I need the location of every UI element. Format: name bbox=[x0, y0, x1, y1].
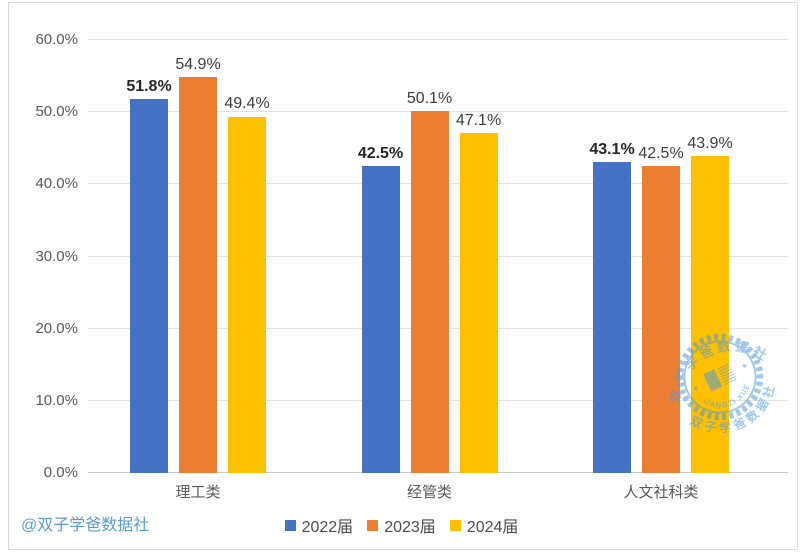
value-label-2023届-人文社科类: 42.5% bbox=[638, 145, 684, 163]
legend-item-2022届: 2022届 bbox=[284, 513, 354, 537]
gridline-60 bbox=[88, 39, 788, 40]
watermark-handle: @双子学爸数据社 bbox=[21, 517, 150, 534]
legend-swatch-icon bbox=[449, 519, 461, 531]
value-label-2024届-人文社科类: 43.9% bbox=[687, 135, 733, 153]
value-label-2024届-经管类: 47.1% bbox=[455, 112, 502, 130]
bar-2023届-人文社科类 bbox=[642, 166, 680, 473]
value-label-2023届-经管类: 50.1% bbox=[406, 90, 453, 108]
category-label-理工类: 理工类 bbox=[175, 484, 221, 501]
value-label-2022届-理工类: 51.8% bbox=[126, 78, 172, 96]
legend-swatch-icon bbox=[367, 519, 379, 531]
bar-2024届-人文社科类 bbox=[691, 156, 729, 473]
bar-2022届-人文社科类 bbox=[593, 161, 631, 473]
bar-2023届-经管类 bbox=[410, 111, 449, 473]
y-axis-tick-label: 30.0% bbox=[35, 247, 78, 265]
bar-2023届-理工类 bbox=[179, 76, 217, 473]
value-label-2023届-理工类: 54.9% bbox=[175, 55, 221, 73]
plot-area: 51.8% 54.9% 49.4% 理工类 42.5% 50.1% 47.1% 经管类 43.1… bbox=[88, 39, 788, 501]
legend-label: 2023届 bbox=[384, 519, 436, 536]
legend-item-2023届: 2023届 bbox=[367, 513, 436, 537]
bar-2022届-经管类 bbox=[361, 166, 400, 473]
chart-legend: 2022届 2023届 2024届 bbox=[0, 513, 803, 537]
bar-2024届-理工类 bbox=[228, 116, 266, 473]
y-axis-tick-label: 60.0% bbox=[35, 31, 78, 48]
legend-label: 2024届 bbox=[466, 519, 519, 536]
chart-border-frame bbox=[8, 2, 798, 550]
y-axis-tick-label: 20.0% bbox=[35, 319, 78, 337]
value-label-2022届-人文社科类: 43.1% bbox=[589, 140, 635, 158]
bar-2024届-经管类 bbox=[459, 133, 498, 473]
y-axis-tick-label: 10.0% bbox=[35, 391, 78, 409]
value-label-2024届-理工类: 49.4% bbox=[224, 95, 270, 113]
value-label-2022届-经管类: 42.5% bbox=[357, 145, 404, 163]
y-axis-tick-label: 50.0% bbox=[35, 103, 78, 121]
y-axis-tick-label: 0.0% bbox=[43, 464, 78, 481]
legend-label: 2022届 bbox=[301, 519, 354, 536]
bar-2022届-理工类 bbox=[130, 99, 168, 473]
category-label-人文社科类: 人文社科类 bbox=[623, 484, 699, 501]
y-axis-tick-label: 40.0% bbox=[35, 175, 78, 193]
category-label-经管类: 经管类 bbox=[406, 484, 453, 501]
legend-swatch-icon bbox=[284, 519, 296, 531]
legend-item-2024届: 2024届 bbox=[449, 513, 519, 537]
